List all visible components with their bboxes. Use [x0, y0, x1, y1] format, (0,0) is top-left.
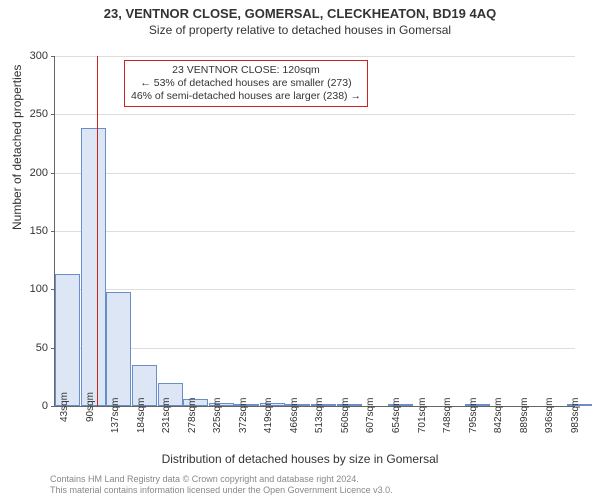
histogram-chart: 43sqm90sqm137sqm184sqm231sqm278sqm325sqm… [54, 56, 574, 406]
xtick-label: 654sqm [391, 362, 402, 410]
gridline [55, 173, 575, 174]
xtick-label: 889sqm [519, 362, 530, 410]
ytick-mark [51, 114, 55, 115]
xtick-label: 90sqm [85, 362, 96, 410]
ytick-label: 200 [18, 167, 48, 179]
xtick-label: 936sqm [544, 362, 555, 410]
page-subtitle: Size of property relative to detached ho… [0, 21, 600, 37]
gridline [55, 289, 575, 290]
ytick-mark [51, 406, 55, 407]
ytick-label: 300 [18, 50, 48, 62]
gridline [55, 231, 575, 232]
xtick-label: 795sqm [468, 362, 479, 410]
footer-line-1: Contains HM Land Registry data © Crown c… [50, 474, 393, 485]
xtick-label: 842sqm [493, 362, 504, 410]
xtick-label: 560sqm [340, 362, 351, 410]
xtick-label: 184sqm [136, 362, 147, 410]
page-title: 23, VENTNOR CLOSE, GOMERSAL, CLECKHEATON… [0, 0, 600, 21]
y-axis-label: Number of detached properties [10, 65, 24, 230]
xtick-label: 278sqm [187, 362, 198, 410]
xtick-label: 137sqm [110, 362, 121, 410]
xtick-label: 701sqm [417, 362, 428, 410]
xtick-label: 419sqm [263, 362, 274, 410]
ytick-label: 100 [18, 283, 48, 295]
xtick-label: 466sqm [289, 362, 300, 410]
footer-line-2: This material contains information licen… [50, 485, 393, 496]
gridline [55, 348, 575, 349]
ytick-label: 250 [18, 108, 48, 120]
ytick-label: 150 [18, 225, 48, 237]
ytick-label: 50 [18, 342, 48, 354]
xtick-label: 607sqm [365, 362, 376, 410]
x-axis-label: Distribution of detached houses by size … [0, 452, 600, 466]
xtick-label: 372sqm [238, 362, 249, 410]
annotation-line-1: 23 VENTNOR CLOSE: 120sqm [131, 64, 361, 77]
xtick-label: 748sqm [442, 362, 453, 410]
gridline [55, 56, 575, 57]
ytick-mark [51, 231, 55, 232]
ytick-label: 0 [18, 400, 48, 412]
xtick-label: 983sqm [570, 362, 581, 410]
xtick-label: 43sqm [59, 362, 70, 410]
annotation-line-3: 46% of semi-detached houses are larger (… [131, 90, 361, 103]
ytick-mark [51, 173, 55, 174]
xtick-label: 231sqm [161, 362, 172, 410]
plot-area: 43sqm 90sqm 137sqm 184sqm 231sqm 278sqm 325sqm… [54, 56, 575, 407]
annotation-box: 23 VENTNOR CLOSE: 120sqm ← 53% of detach… [124, 60, 368, 107]
xtick-label: 325sqm [212, 362, 223, 410]
footer-attribution: Contains HM Land Registry data © Crown c… [50, 474, 393, 496]
ytick-mark [51, 56, 55, 57]
xtick-label: 513sqm [314, 362, 325, 410]
annotation-line-2: ← 53% of detached houses are smaller (27… [131, 77, 361, 90]
property-marker-line [97, 56, 98, 406]
gridline [55, 114, 575, 115]
